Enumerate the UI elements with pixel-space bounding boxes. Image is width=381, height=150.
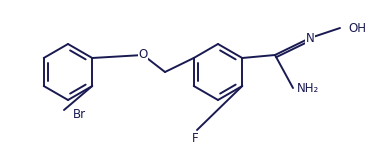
Text: OH: OH <box>348 21 366 34</box>
Text: NH₂: NH₂ <box>297 81 319 94</box>
Text: O: O <box>138 48 147 62</box>
Text: Br: Br <box>73 108 86 120</box>
Text: F: F <box>192 132 199 144</box>
Text: N: N <box>306 32 314 45</box>
